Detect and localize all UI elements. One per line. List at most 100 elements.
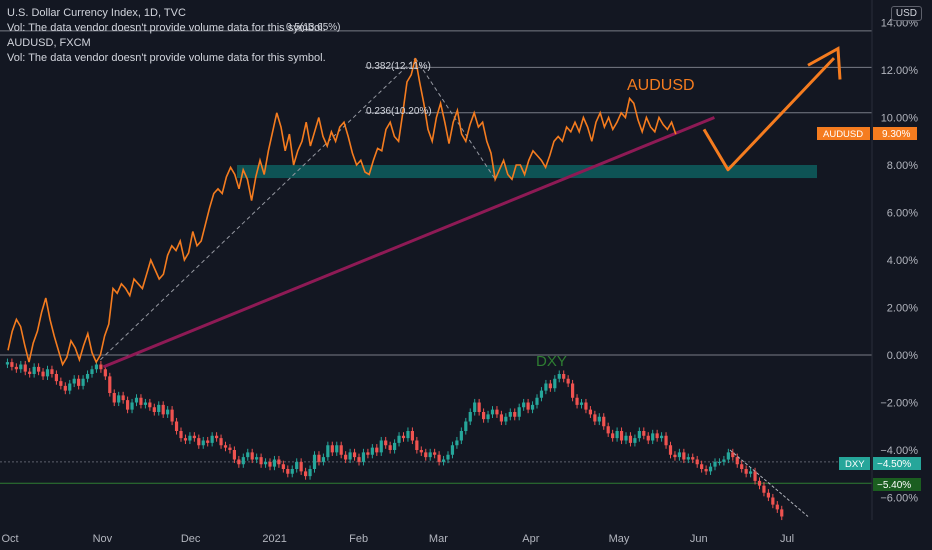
legend-dxy-volume: Vol: The data vendor doesn't provide vol… [7,22,326,34]
dxy-candle [246,448,250,461]
dxy-candle [660,432,664,442]
dxy-candle [459,427,463,445]
dxy-candle [628,432,633,447]
dxy-candle [237,455,241,468]
dxy-candle [197,434,201,449]
dxy-candle [126,396,130,414]
dxy-badge-name: DXY [845,459,865,470]
dxy-candle [10,358,14,371]
legend-audusd-title[interactable]: AUDUSD, FXCM [7,37,91,49]
legend-dxy-title[interactable]: U.S. Dollar Currency Index, 1D, TVC [7,7,186,19]
price-axis: 14.00%12.00%10.00%8.00%6.00%4.00%2.00%0.… [880,18,918,505]
fib-top-label: 0.5(13.65%) [286,22,340,33]
dxy-candle [157,401,161,416]
dxy-candle [250,448,254,464]
audusd-annotation: AUDUSD [627,77,695,94]
dxy-candle [544,379,548,395]
dxy-candle [232,446,236,464]
dxy-candle [606,422,610,437]
dxy-candle [366,448,370,459]
price-tick-label: 8.00% [887,160,918,172]
dxy-candle [517,403,521,421]
dxy-candle [335,441,339,456]
dxy-candle [695,455,699,468]
dxy-candle [708,463,713,475]
dxy-projection [729,449,809,517]
dxy-candle [682,448,686,464]
dxy-candle [317,451,321,466]
dxy-candle [361,448,366,466]
dxy-candle [713,458,717,471]
fib-connector [100,57,416,361]
dxy-candle [388,441,392,454]
projection-arrow-head [807,46,842,80]
dxy-candle [90,365,94,378]
dxy-candle [597,413,601,426]
dxy-candle [304,467,308,480]
dxy-candle [308,465,312,480]
fib-lower-label: 0.236(10.20%) [366,106,432,117]
time-tick-label: Mar [429,533,448,545]
dxy-candle [59,377,63,390]
price-tick-label: 0.00% [887,350,918,362]
dxy-candle [424,448,428,461]
dxy-candle [651,429,655,445]
dxy-candle [526,398,530,414]
dxy-candle [602,413,606,430]
dxy-candle [272,455,277,471]
dxy-candle [299,458,303,475]
dxy-candle [677,448,681,461]
dxy-candle [504,413,508,426]
dxy-candle [103,365,107,380]
dxy-candle [539,387,544,402]
time-tick-label: May [609,533,630,545]
dxy-candle [535,394,539,409]
time-tick-label: Apr [522,533,539,545]
audusd-line [7,57,677,367]
dxy-candle [54,370,58,385]
dxy-candle [762,482,766,497]
dxy-candle [112,389,116,407]
price-tick-label: −2.00% [880,398,918,410]
currency-button[interactable]: USD [890,6,922,21]
projection-arrow [702,57,836,172]
dxy-candle [530,401,535,414]
legend-audusd-volume: Vol: The data vendor doesn't provide vol… [7,52,326,64]
dxy-candle [740,460,744,473]
dxy-candle [121,391,125,404]
dxy-candle [263,458,268,468]
fib-upper-label: 0.382(12.11%) [366,61,431,72]
dxy-candle [326,441,330,461]
price-tick-label: 12.00% [881,65,919,77]
price-tick-label: 10.00% [881,113,919,125]
dxy-candle [401,432,406,442]
level-badge: −5.40% [873,478,921,491]
dxy-candles [5,358,784,521]
dxy-candle [72,375,76,388]
dxy-candle [183,434,188,445]
dxy-candle [655,429,659,442]
dxy-candle [330,441,334,456]
dxy-candle [477,398,481,416]
dxy-candle [611,429,615,442]
dxy-candle [619,427,624,445]
dxy-candle [41,368,45,380]
dxy-candle [321,453,325,466]
dxy-candle [210,432,214,447]
dxy-candle [428,448,432,461]
dxy-candle [219,434,223,449]
dxy-candle [490,406,495,418]
dxy-candle [664,432,668,449]
dxy-candle [281,460,285,473]
dxy-candle [259,453,263,468]
dxy-candle [215,432,219,442]
dxy-candle [77,375,81,390]
dxy-candle [704,465,708,475]
dxy-candle [81,375,85,390]
dxy-candle [63,382,67,395]
dxy-candle [241,453,245,468]
dxy-candle [28,368,32,378]
dxy-candle [744,465,748,478]
time-tick-label: Feb [349,533,368,545]
dxy-candle [108,372,112,397]
